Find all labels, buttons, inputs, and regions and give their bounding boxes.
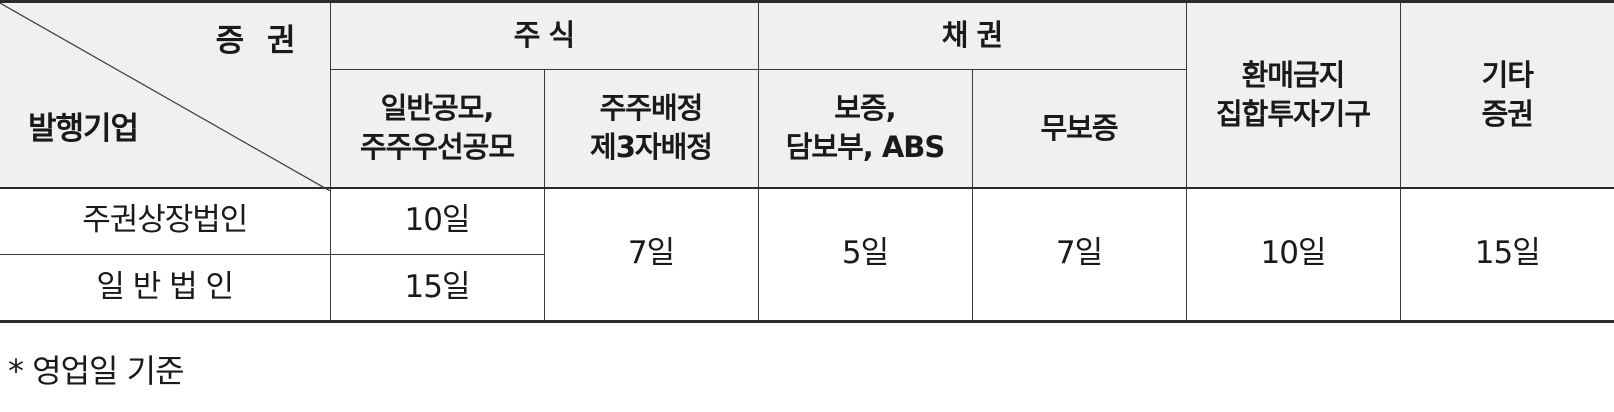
group-header-bond: 채 권 (757, 0, 1187, 70)
sub-header-allotment: 주주배정 제3자배정 (543, 69, 759, 189)
diagonal-divider (0, 3, 330, 191)
cell-guaranteed: 5일 (757, 187, 973, 323)
col-header-closed-end-fund: 환매금지 집합투자기구 (1185, 0, 1401, 189)
corner-header-cell: 증 권 발행기업 (0, 0, 331, 191)
cell-listed-public: 10일 (329, 187, 545, 255)
filing-period-table: 증 권 발행기업 주 식 채 권 환매금지 집합투자기구 기타 증권 일반공모,… (0, 0, 1614, 323)
cell-allotment: 7일 (543, 187, 759, 323)
cell-unsecured: 7일 (971, 187, 1187, 323)
group-header-stock: 주 식 (329, 0, 759, 70)
sub-header-unsecured: 무보증 (971, 69, 1186, 189)
footnote: * 영업일 기준 (8, 352, 185, 390)
cell-other-securities: 15일 (1399, 187, 1614, 323)
row-label-general: 일 반 법 인 (0, 254, 331, 323)
cell-general-public: 15일 (329, 254, 544, 323)
sub-header-public-offering: 일반공모, 주주우선공모 (330, 69, 545, 189)
sub-header-guaranteed: 보증, 담보부, ABS (757, 69, 973, 189)
corner-label-securities: 증 권 (215, 23, 302, 59)
corner-label-issuer: 발행기업 (28, 110, 139, 147)
col-header-other-securities: 기타 증권 (1399, 0, 1614, 189)
cell-closed-end-fund: 10일 (1185, 187, 1401, 323)
row-label-listed: 주권상장법인 (0, 187, 331, 255)
